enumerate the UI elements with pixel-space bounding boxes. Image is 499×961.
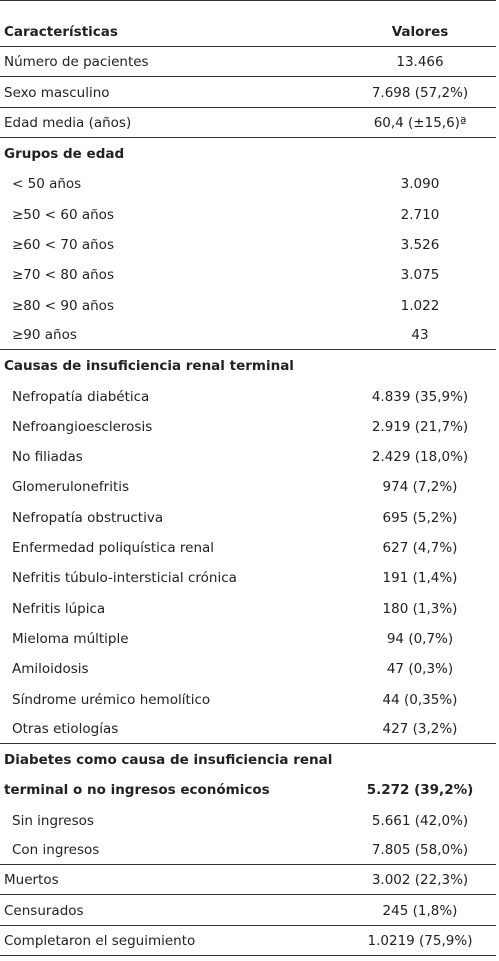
cell-value: 191 (1,4%) (382, 570, 458, 587)
cell-value: 2.919 (21,7%) (371, 418, 469, 435)
table-row: < 50 años 3.090 (0, 168, 496, 198)
cell-label: Nefroangioesclerosis (12, 418, 153, 435)
cell-label: Mieloma múltiple (12, 630, 129, 647)
cell-value: 245 (1,8%) (382, 902, 458, 919)
cell-value: 5.661 (42,0%) (371, 812, 469, 829)
cell-label: Con ingresos (12, 842, 100, 859)
table-row: Nefritis túbulo-intersticial crónica 191 … (0, 562, 496, 592)
table-row: ≥70 < 80 años 3.075 (0, 259, 496, 289)
table-row: Número de pacientes 13.466 (0, 47, 496, 78)
cell-value: 974 (7,2%) (382, 479, 458, 496)
table-row: Completaron el seguimiento 1.0219 (75,9%) (0, 926, 496, 956)
table-row: Nefropatía diabética 4.839 (35,9%) (0, 380, 496, 410)
cell-label: Nefropatía obstructiva (12, 509, 164, 526)
cell-label: Sin ingresos (12, 812, 94, 829)
table-row: ≥50 < 60 años 2.710 (0, 198, 496, 228)
section-title: terminal o no ingresos económicos (4, 782, 270, 799)
table-row: No filiadas 2.429 (18,0%) (0, 441, 496, 471)
cell-label: Censurados (4, 902, 84, 919)
cell-value: 180 (1,3%) (382, 600, 458, 617)
cell-value: 60,4 (±15,6)ª (373, 114, 467, 131)
table-row: Síndrome urémico hemolítico 44 (0,35%) (0, 683, 496, 713)
cell-label: Otras etiologías (12, 720, 119, 737)
cell-label: Completaron el seguimiento (4, 932, 196, 949)
cell-label: Síndrome urémico hemolítico (12, 691, 211, 708)
cell-value: 4.839 (35,9%) (371, 388, 469, 405)
cell-label: ≥80 < 90 años (12, 297, 114, 314)
table-row: Mieloma múltiple 94 (0,7%) (0, 623, 496, 653)
cell-label: Nefritis lúpica (12, 600, 106, 617)
cell-label: ≥70 < 80 años (12, 267, 114, 284)
table-row: Otras etiologías 427 (3,2%) (0, 714, 496, 744)
cell-value: 5.272 (39,2%) (366, 782, 474, 799)
section-title-row: Diabetes como causa de insuficiencia ren… (0, 744, 496, 774)
cell-value: 7.805 (58,0%) (371, 842, 469, 859)
table-row: ≥90 años 43 (0, 320, 496, 350)
table-row: Con ingresos 7.805 (58,0%) (0, 835, 496, 866)
cell-value: 3.526 (400, 237, 440, 254)
cell-label: Edad media (años) (4, 114, 132, 131)
cell-value: 7.698 (57,2%) (371, 84, 469, 101)
cell-value: 427 (3,2%) (382, 720, 458, 737)
cell-label: Nefritis túbulo-intersticial crónica (12, 570, 237, 587)
cell-value: 3.090 (400, 176, 440, 193)
section-title-row: Grupos de edad (0, 138, 496, 168)
cell-label: No filiadas (12, 449, 83, 466)
cell-label: Sexo masculino (4, 84, 110, 101)
cell-value: 1.022 (400, 297, 440, 314)
cell-value: 43 (411, 326, 429, 343)
cell-value: 1.0219 (75,9%) (367, 932, 473, 949)
table-row: Amiloidosis 47 (0,3%) (0, 653, 496, 683)
table-row: Edad media (años) 60,4 (±15,6)ª (0, 108, 496, 138)
table-row: Nefroangioesclerosis 2.919 (21,7%) (0, 411, 496, 441)
cell-label: Amiloidosis (12, 661, 89, 678)
table-row: Nefropatía obstructiva 695 (5,2%) (0, 501, 496, 531)
cell-value: 44 (0,35%) (382, 691, 458, 708)
cell-label: ≥50 < 60 años (12, 206, 114, 223)
section-title: Causas de insuficiencia renal terminal (4, 358, 294, 375)
cell-value: 2.429 (18,0%) (371, 449, 469, 466)
cell-value: 627 (4,7%) (382, 540, 458, 557)
section-title-row: Causas de insuficiencia renal terminal (0, 350, 496, 380)
table-row: Sexo masculino 7.698 (57,2%) (0, 77, 496, 108)
cell-value: 13.466 (396, 54, 444, 71)
cell-value: 695 (5,2%) (382, 509, 458, 526)
table-row: ≥80 < 90 años 1.022 (0, 289, 496, 319)
table-row: Muertos 3.002 (22,3%) (0, 865, 496, 896)
cell-value: 2.710 (400, 206, 440, 223)
table-row: Glomerulonefritis 974 (7,2%) (0, 471, 496, 501)
section-title-row: terminal o no ingresos económicos 5.272 (… (0, 774, 496, 804)
section-title: Grupos de edad (4, 146, 125, 163)
cell-label: ≥90 años (12, 326, 77, 343)
cell-label: Enfermedad poliquística renal (12, 540, 215, 557)
table-row: Enfermedad poliquística renal 627 (4,7%) (0, 532, 496, 562)
cell-value: 3.075 (400, 267, 440, 284)
cell-label: Muertos (4, 872, 59, 889)
cell-label: ≥60 < 70 años (12, 237, 114, 254)
cell-value: 3.002 (22,3%) (371, 872, 469, 889)
table-row: Nefritis lúpica 180 (1,3%) (0, 592, 496, 622)
table-row: Sin ingresos 5.661 (42,0%) (0, 804, 496, 834)
cell-label: Glomerulonefritis (12, 479, 130, 496)
cell-value: 47 (0,3%) (386, 661, 454, 678)
header-cell: Características (4, 24, 118, 40)
table-row: Censurados 245 (1,8%) (0, 895, 496, 926)
cell-label: Nefropatía diabética (12, 388, 150, 405)
cell-label: < 50 años (12, 176, 82, 193)
section-title: Diabetes como causa de insuficiencia ren… (4, 752, 333, 769)
table-row: ≥60 < 70 años 3.526 (0, 229, 496, 259)
header-cell: Valores (391, 24, 449, 40)
cell-label: Número de pacientes (4, 54, 149, 71)
header-row: Características Valores (0, 1, 496, 47)
cell-value: 94 (0,7%) (386, 630, 454, 647)
